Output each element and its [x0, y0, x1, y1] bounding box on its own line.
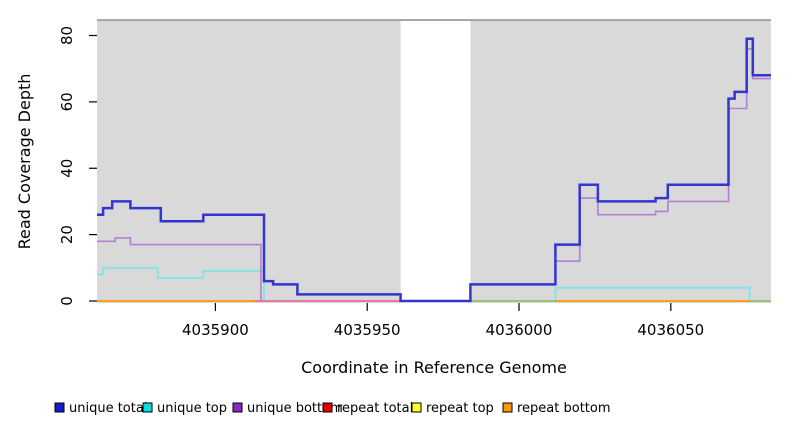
- x-axis-tick-label: 4036000: [486, 321, 553, 339]
- legend-label-repeat-top: repeat top: [426, 401, 494, 416]
- legend-swatch-unique-total: [54, 402, 65, 413]
- legend-label-unique-total: unique total: [69, 401, 147, 416]
- no-data-gap: [400, 21, 471, 303]
- y-axis-tick-label: 80: [58, 26, 76, 45]
- legend-label-repeat-total: repeat total: [337, 401, 413, 416]
- y-axis-title: Read Coverage Depth: [15, 74, 34, 250]
- y-axis-tick-label: 20: [58, 225, 76, 244]
- x-axis-title: Coordinate in Reference Genome: [301, 358, 567, 377]
- legend-label-unique-bottom: unique bottom: [247, 401, 343, 416]
- legend-swatch-repeat-top: [411, 402, 422, 413]
- legend-swatch-repeat-bottom: [502, 402, 513, 413]
- series-line-unique-bottom: [97, 48, 771, 302]
- legend-swatch-unique-top: [142, 402, 153, 413]
- legend-swatch-unique-bottom: [232, 402, 243, 413]
- legend-label-repeat-bottom: repeat bottom: [517, 401, 611, 416]
- x-axis-tick-label: 4036050: [637, 321, 704, 339]
- legend-label-unique-top: unique top: [157, 401, 227, 416]
- x-axis-tick-label: 4035900: [182, 321, 249, 339]
- y-axis-tick-label: 40: [58, 159, 76, 178]
- x-axis-tick-label: 4035950: [334, 321, 401, 339]
- y-axis-tick-label: 0: [58, 296, 76, 306]
- legend-swatch-repeat-total: [322, 402, 333, 413]
- y-axis-tick-label: 60: [58, 92, 76, 111]
- series-line-unique-total: [97, 37, 771, 303]
- series-line-unique-top: [97, 266, 771, 302]
